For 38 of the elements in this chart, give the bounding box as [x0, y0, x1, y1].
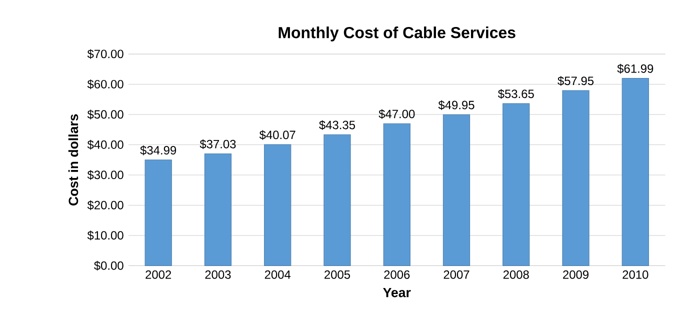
x-tick-label: 2008 [503, 270, 529, 279]
x-tick-label: 2002 [146, 270, 172, 279]
x-tick-label: 2004 [264, 270, 291, 279]
x-tick-label: 2010 [622, 270, 648, 279]
x-tick-label: 2006 [384, 270, 410, 279]
x-tick-label: 2009 [563, 270, 588, 279]
data-label: $53.65 [498, 89, 534, 99]
bar [502, 103, 530, 266]
y-tick-label: $0.00 [94, 260, 124, 271]
data-label: $61.99 [617, 64, 654, 74]
bar [562, 90, 590, 266]
data-label: $47.00 [378, 109, 415, 119]
bar [144, 160, 172, 266]
x-tick-label: 2003 [205, 270, 231, 279]
y-tick-label: $70.00 [87, 49, 124, 59]
data-label: $43.35 [319, 120, 356, 130]
y-axis-title: Cost in dollars [68, 114, 78, 206]
data-label: $37.03 [200, 139, 236, 150]
bar [204, 153, 232, 266]
bar [622, 78, 649, 266]
data-label: $49.95 [438, 100, 474, 110]
bar [383, 123, 410, 266]
data-label: $34.99 [140, 146, 176, 156]
bar [264, 144, 292, 266]
data-label: $57.95 [558, 76, 594, 86]
y-tick-label: $40.00 [87, 140, 124, 150]
x-tick-label: 2007 [444, 270, 470, 279]
chart-title: Monthly Cost of Cable Services [278, 26, 516, 42]
bar [442, 114, 470, 266]
y-tick-label: $20.00 [87, 200, 124, 210]
data-label: $40.07 [259, 130, 296, 140]
y-tick-label: $30.00 [87, 170, 124, 180]
y-tick-label: $60.00 [87, 79, 124, 90]
bar [324, 134, 351, 266]
x-axis-title: Year [383, 288, 411, 298]
y-tick-label: $50.00 [87, 110, 124, 120]
y-tick-label: $10.00 [87, 230, 124, 240]
x-tick-label: 2005 [324, 270, 350, 279]
